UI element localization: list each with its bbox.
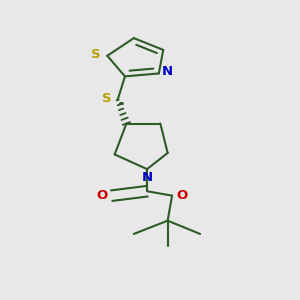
Text: O: O [176, 188, 187, 202]
Text: S: S [91, 48, 101, 61]
Text: S: S [102, 92, 111, 105]
Text: N: N [142, 172, 153, 184]
Text: O: O [96, 188, 108, 202]
Text: N: N [161, 65, 172, 79]
